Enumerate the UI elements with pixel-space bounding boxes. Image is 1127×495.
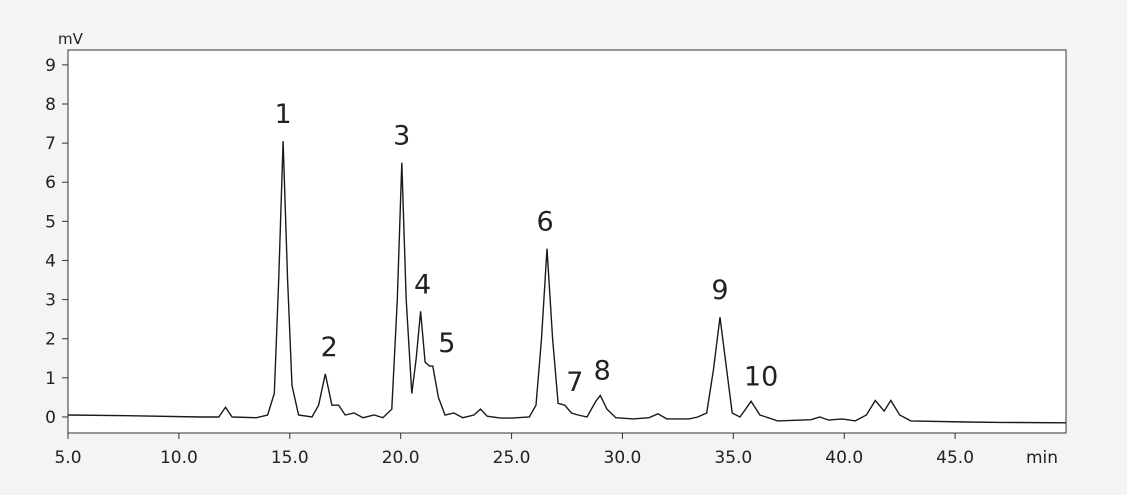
peak-label: 2 bbox=[321, 332, 338, 363]
peak-label: 10 bbox=[744, 361, 778, 392]
y-tick-label: 6 bbox=[45, 173, 56, 193]
peak-label: 6 bbox=[536, 207, 553, 238]
x-tick-label: 40.0 bbox=[825, 448, 863, 468]
peak-label: 9 bbox=[711, 275, 728, 306]
x-tick-label: 25.0 bbox=[493, 448, 531, 468]
x-tick-label: 20.0 bbox=[382, 448, 420, 468]
y-tick-label: 4 bbox=[45, 251, 56, 271]
y-tick-label: 0 bbox=[45, 408, 56, 428]
x-tick-label: 5.0 bbox=[54, 448, 81, 468]
peak-label: 4 bbox=[414, 269, 431, 300]
x-tick-label: 10.0 bbox=[160, 448, 198, 468]
plot-area bbox=[67, 49, 1067, 434]
peak-label: 7 bbox=[566, 367, 583, 398]
y-tick-label: 8 bbox=[45, 95, 56, 115]
peak-label: 5 bbox=[438, 328, 455, 359]
x-axis-label: min bbox=[1026, 448, 1058, 468]
peak-label: 8 bbox=[594, 355, 611, 386]
x-tick-label: 45.0 bbox=[936, 448, 974, 468]
y-tick-label: 9 bbox=[45, 56, 56, 76]
y-tick-label: 3 bbox=[45, 291, 56, 311]
y-axis-label: mV bbox=[58, 30, 84, 48]
y-tick-label: 5 bbox=[45, 212, 56, 232]
peak-label: 1 bbox=[275, 99, 292, 130]
peak-label: 3 bbox=[393, 121, 410, 152]
trace bbox=[67, 141, 1067, 424]
x-tick-label: 30.0 bbox=[604, 448, 642, 468]
x-tick-label: 15.0 bbox=[271, 448, 309, 468]
y-tick-label: 2 bbox=[45, 330, 56, 350]
x-tick-label: 35.0 bbox=[714, 448, 752, 468]
y-tick-label: 7 bbox=[45, 134, 56, 154]
y-tick-label: 1 bbox=[45, 369, 56, 389]
